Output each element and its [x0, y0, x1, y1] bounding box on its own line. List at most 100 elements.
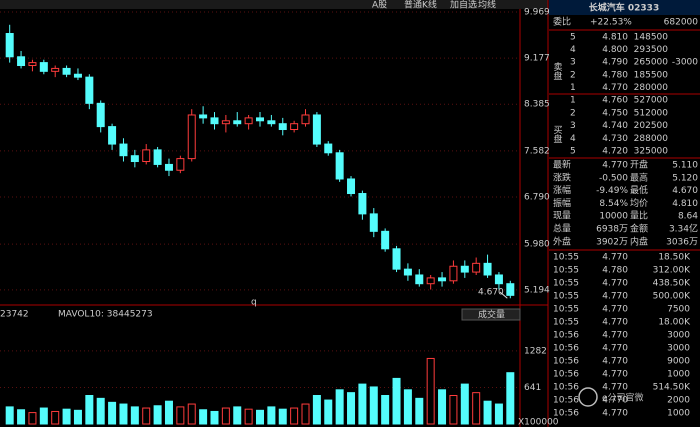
volume-bar: [51, 410, 60, 425]
candle-body: [85, 76, 94, 104]
candle-body: [392, 248, 401, 270]
volume: 288000: [634, 134, 669, 144]
trade-price: 4.770: [602, 279, 628, 289]
side-label: 买盘: [552, 125, 563, 143]
volume-bar: [494, 403, 503, 425]
level: 2: [570, 70, 576, 80]
candle-body: [369, 213, 378, 232]
watermark: e公司官微: [602, 392, 644, 404]
y-tick-label: 7.582: [524, 146, 550, 156]
trade-time: 10:55: [553, 266, 579, 276]
volume-bar: [472, 392, 481, 425]
candle-body: [244, 117, 253, 125]
stat-value: -0.500: [599, 173, 628, 183]
stock-title: 长城汽车 02333: [589, 2, 659, 14]
stat-label: 涨跌: [553, 172, 571, 183]
candle-body: [438, 277, 447, 282]
volume-bar: [460, 383, 469, 425]
stat-value: 10000: [599, 212, 628, 222]
candle-body: [187, 114, 196, 160]
trade-price: 4.770: [602, 253, 628, 263]
level: 5: [570, 33, 576, 43]
volume-bar: [130, 406, 139, 425]
candle-body: [17, 56, 26, 67]
trade-volume: 1000: [667, 370, 690, 380]
trade-volume: 18.00K: [658, 318, 691, 328]
stat-label: 量比: [630, 210, 648, 222]
toolbar-button[interactable]: 均线: [478, 0, 496, 11]
trade-volume: 500.00K: [653, 292, 691, 302]
candle-body: [381, 230, 390, 250]
stat-label: 涨幅: [553, 184, 571, 196]
trade-time: 10:56: [553, 344, 579, 354]
price: 4.770: [602, 83, 628, 93]
candle-body: [426, 277, 435, 285]
candle-body: [472, 262, 481, 273]
level: 1: [570, 83, 576, 93]
volume-bar: [324, 399, 333, 425]
candle-body: [278, 123, 287, 131]
candle-body: [130, 155, 139, 163]
candle-body: [96, 102, 105, 128]
trade-time: 10:56: [553, 370, 579, 380]
trade-volume: 312.00K: [653, 266, 691, 276]
candle-body: [176, 158, 185, 171]
volume-bar: [62, 408, 71, 425]
candle-body: [142, 149, 151, 163]
candle-body: [449, 265, 458, 282]
volume-bar: [267, 406, 276, 425]
stat-value: 4.810: [672, 199, 698, 209]
candle-body: [164, 163, 173, 171]
volume: 512000: [634, 108, 669, 118]
stat-label: 开盘: [630, 159, 648, 171]
volume-change: -3000: [672, 58, 698, 68]
trade-time: 10:55: [553, 279, 579, 289]
candle-body: [460, 265, 469, 273]
trade-price: 4.770: [602, 409, 628, 419]
stat-label: 最新: [553, 159, 571, 171]
candle-body: [119, 143, 128, 157]
candle-body: [301, 114, 310, 125]
toolbar-button[interactable]: 加自选: [450, 0, 477, 11]
level: 3: [570, 58, 576, 68]
trade-time: 10:55: [553, 292, 579, 302]
volume-bar: [233, 406, 242, 425]
volume-bar: [96, 397, 105, 425]
volume-bar: [85, 395, 94, 425]
level: 3: [570, 121, 576, 131]
volume-button-label[interactable]: 成交量: [478, 309, 505, 321]
volume-bar: [403, 389, 412, 425]
low-pointer: [499, 291, 508, 299]
volume-bar: [210, 410, 219, 425]
volume: 280000: [634, 83, 669, 93]
toolbar-button[interactable]: A股: [372, 0, 387, 11]
trade-price: 4.770: [602, 383, 628, 393]
candle-body: [233, 120, 242, 125]
trade-volume: 2000: [667, 396, 690, 406]
stat-value: 3902万: [596, 237, 628, 247]
stat-value: 5.110: [672, 161, 698, 171]
watermark-icon: [578, 387, 598, 407]
toolbar-button[interactable]: 普通K线: [404, 0, 437, 11]
volume-bar: [278, 408, 287, 425]
volume: 527000: [634, 96, 669, 106]
volume-bar: [119, 403, 128, 425]
volume-button[interactable]: [461, 308, 521, 321]
volume-bar: [256, 409, 264, 425]
volume-bar: [506, 372, 515, 425]
y-tick-label: 5.194: [524, 285, 550, 295]
marker-annotation: q: [251, 298, 257, 308]
toolbar-bg: [0, 0, 548, 9]
volume-bar: [187, 403, 196, 425]
volume-bar: [73, 409, 82, 425]
volume-bar: [108, 401, 117, 425]
trade-volume: 3000: [667, 344, 690, 354]
volume: 325000: [634, 147, 669, 157]
y-tick-label: 641: [524, 383, 541, 393]
candle-body: [506, 283, 515, 296]
price: 4.810: [602, 33, 628, 43]
volume-indicator: 23742: [0, 310, 29, 320]
trade-time: 10:56: [553, 396, 579, 406]
volume-bar: [369, 386, 378, 425]
